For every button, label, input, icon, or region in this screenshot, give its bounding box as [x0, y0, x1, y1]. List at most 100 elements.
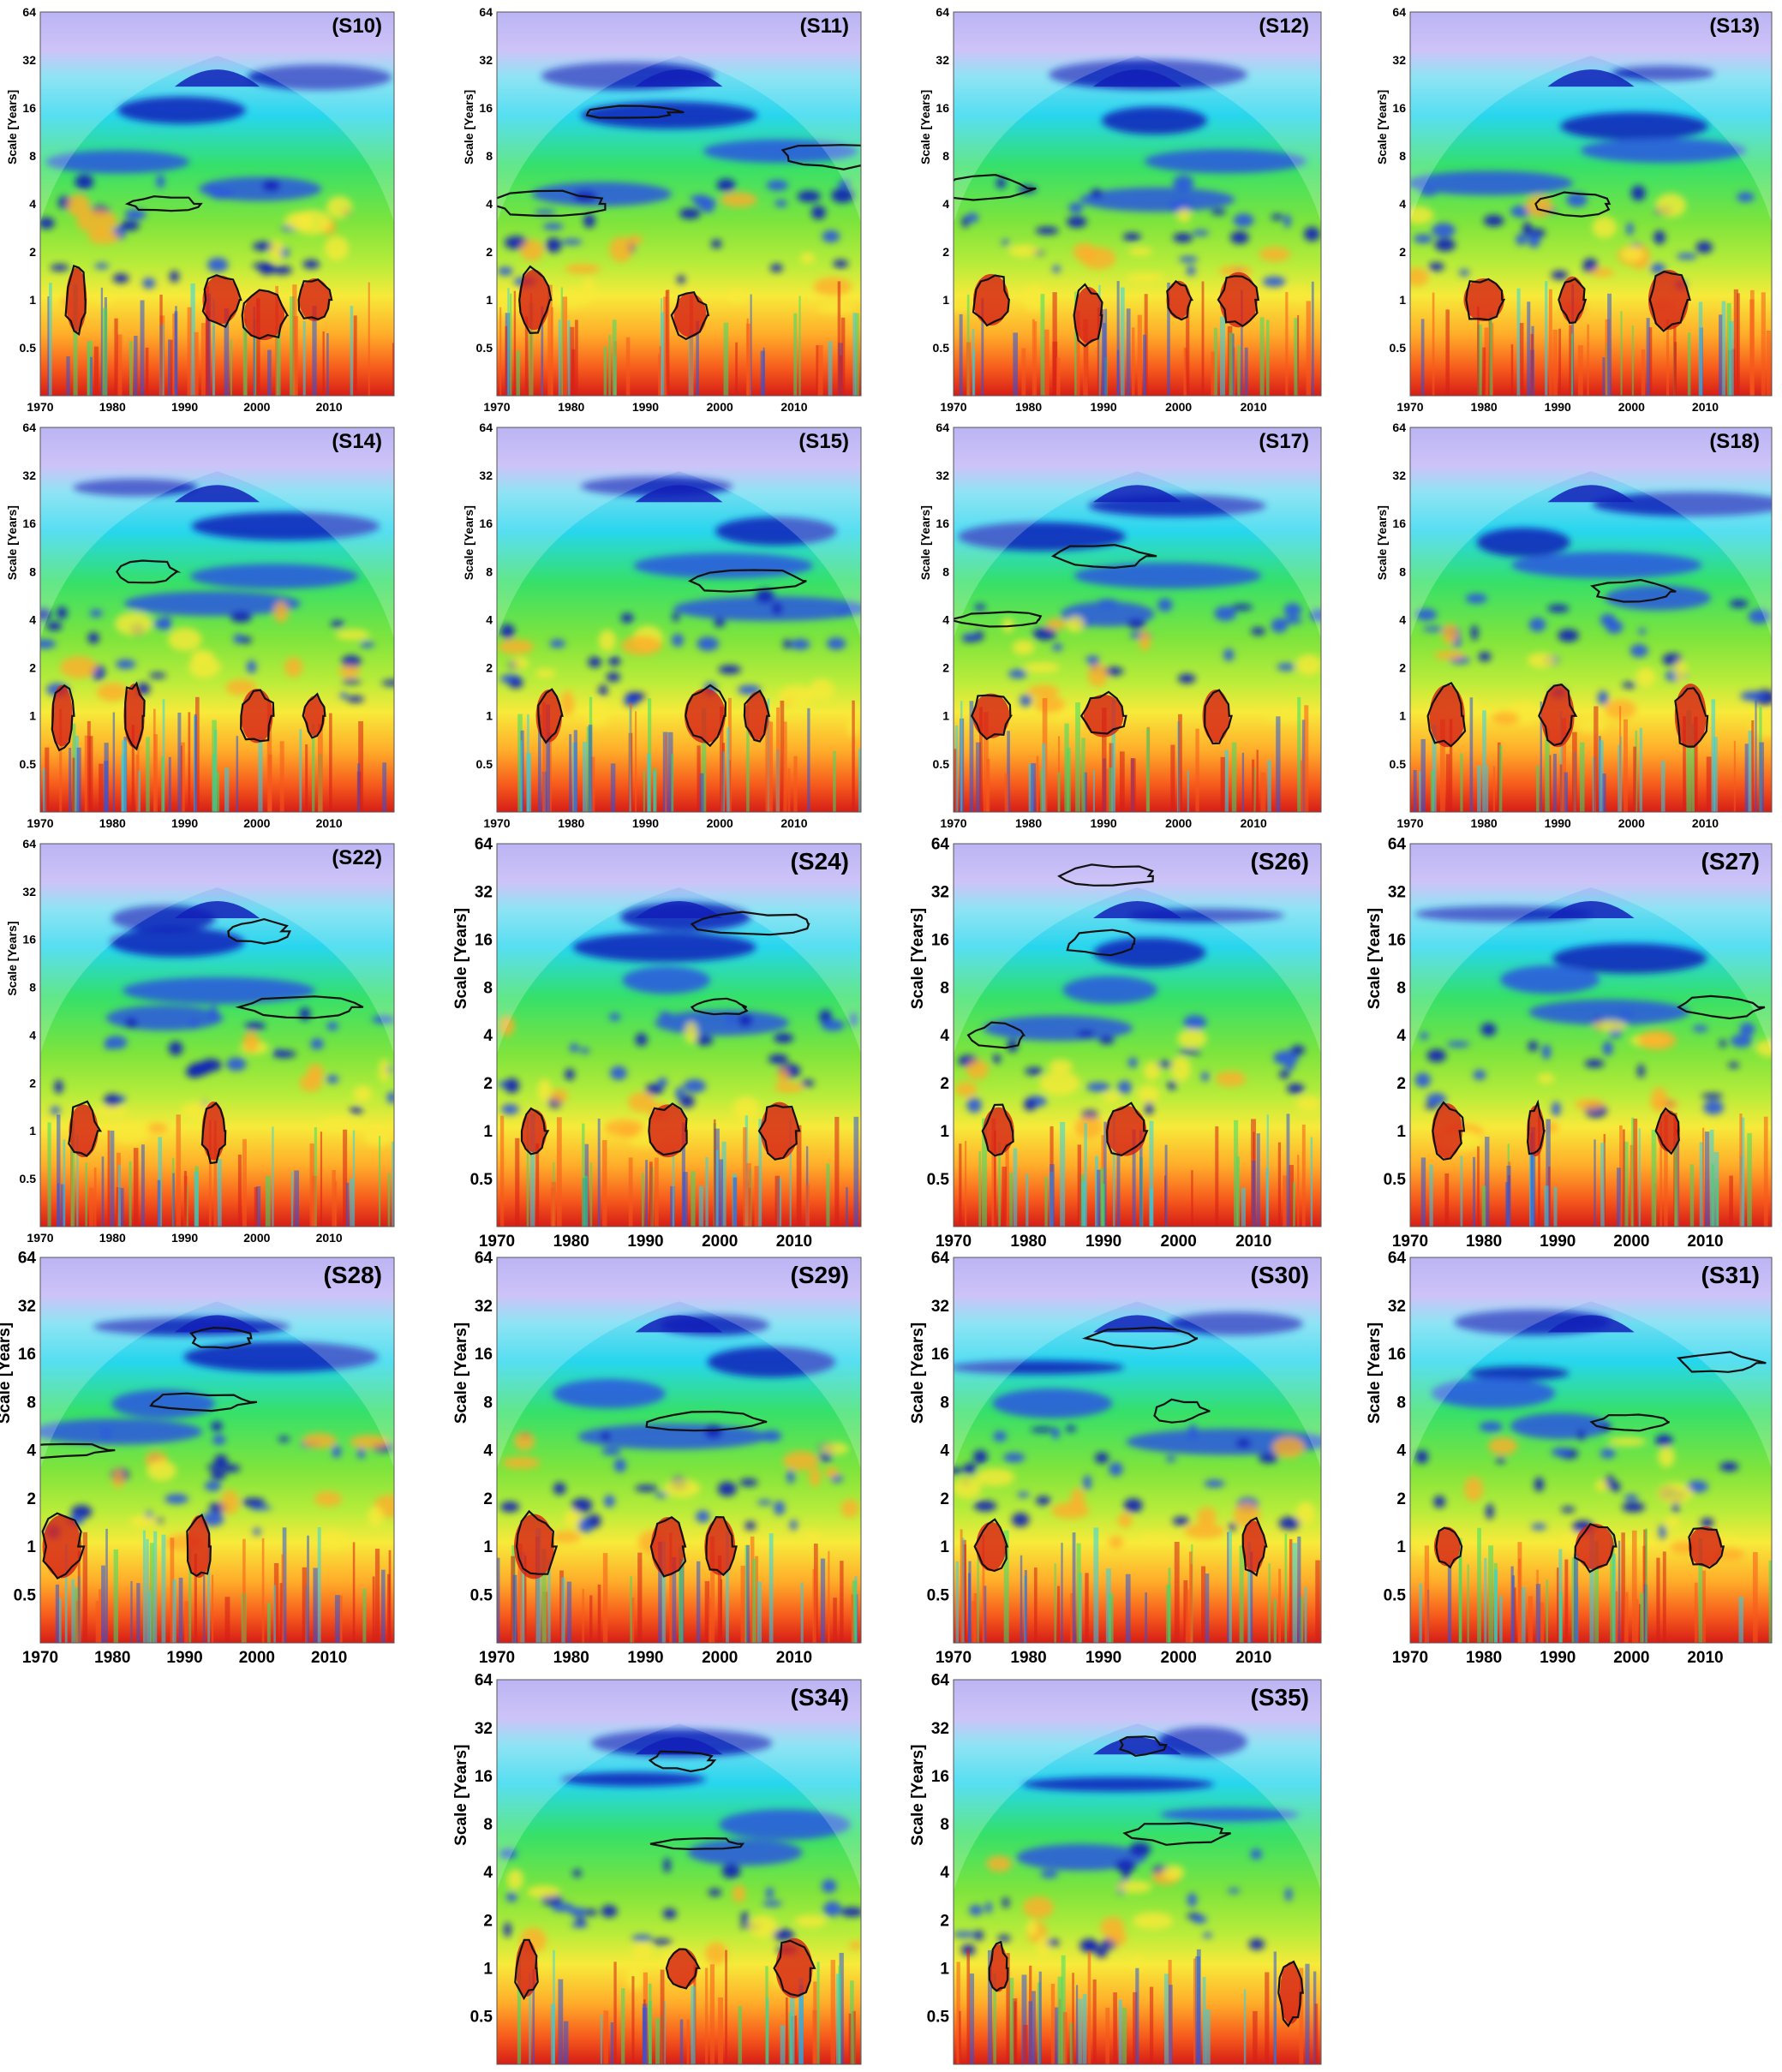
low-power-dot [1173, 232, 1193, 243]
significant-region-fill [1656, 1110, 1680, 1152]
low-power-dot [259, 262, 275, 276]
high-frequency-streak [1528, 1596, 1534, 1643]
low-power-dot [657, 1078, 668, 1088]
high-frequency-streak [602, 1553, 608, 1643]
high-frequency-streak [798, 296, 801, 396]
high-frequency-streak [1142, 334, 1146, 396]
x-tick-label: 2010 [780, 400, 807, 414]
high-frequency-streak [1686, 710, 1692, 812]
x-tick-label: 1990 [1091, 400, 1117, 414]
significance-contour [1106, 1102, 1149, 1156]
high-frequency-streak [527, 714, 529, 812]
high-frequency-streak [1618, 1540, 1621, 1643]
significant-region-fill [972, 693, 1010, 738]
high-frequency-streak [1234, 1120, 1239, 1227]
low-power-dot [613, 1458, 627, 1472]
x-tick-label: 2010 [776, 1649, 812, 1667]
significant-region-fill [1559, 276, 1585, 324]
panel-frame [496, 427, 862, 813]
low-power-dot [1186, 266, 1196, 276]
high-frequency-streak [146, 737, 150, 812]
high-frequency-streak [168, 756, 171, 812]
high-frequency-streak [1535, 1584, 1541, 1643]
low-power-dot [603, 1495, 615, 1508]
y-tick-label: 4 [29, 197, 36, 211]
y-tick-label: 0.5 [470, 1171, 493, 1189]
coi-apex-blob [174, 1315, 260, 1333]
panel-frame [496, 843, 862, 1227]
low-power-dot [762, 1900, 782, 1907]
low-power-blob [1093, 937, 1206, 968]
high-frequency-streak [1617, 1167, 1621, 1227]
high-frequency-streak [133, 1148, 139, 1227]
high-frequency-streak [1691, 723, 1695, 812]
high-frequency-streak [345, 1182, 350, 1227]
high-frequency-streak [1666, 319, 1670, 396]
high-frequency-streak [631, 1976, 635, 2064]
high-frequency-streak [170, 339, 173, 396]
high-frequency-streak [696, 320, 699, 396]
y-tick-label: 64 [18, 1250, 37, 1268]
mid-power-blob [1002, 618, 1014, 633]
high-frequency-streak [254, 1186, 258, 1227]
mid-power-blob [1621, 246, 1644, 262]
y-tick-label: 2 [29, 245, 36, 259]
high-frequency-streak [1285, 291, 1289, 396]
high-frequency-streak [1116, 281, 1120, 396]
high-frequency-streak [1049, 1164, 1055, 1227]
low-power-blob [707, 1347, 836, 1377]
high-frequency-streak [1315, 1560, 1320, 1643]
x-tick-label: 1970 [479, 1649, 515, 1667]
y-tick-label: 2 [1396, 1490, 1406, 1508]
high-frequency-streak [272, 1126, 274, 1227]
y-tick-label: 16 [931, 931, 949, 949]
high-frequency-streak [848, 2013, 852, 2064]
high-frequency-streak [1256, 1133, 1260, 1227]
high-frequency-streak [1273, 1598, 1277, 1643]
high-frequency-streak [161, 756, 164, 812]
high-frequency-streak [1043, 329, 1049, 396]
low-power-dot [973, 1930, 984, 1941]
low-power-dot [1203, 1932, 1212, 1938]
high-frequency-streak [648, 2001, 652, 2064]
x-tick-label: 1980 [553, 2070, 589, 2072]
high-frequency-streak [1477, 1527, 1481, 1643]
high-frequency-streak [242, 1138, 247, 1227]
panel-frame [1409, 427, 1773, 813]
low-power-dot [1637, 1064, 1645, 1078]
low-power-dot [850, 1012, 858, 1027]
y-tick-label: 2 [940, 1075, 949, 1093]
low-power-dot [503, 1922, 511, 1938]
high-frequency-streak [798, 1978, 804, 2064]
low-power-dot [1183, 1015, 1207, 1030]
low-power-dot [580, 1048, 590, 1054]
high-frequency-streak [129, 1161, 132, 1227]
high-frequency-streak [1420, 1157, 1426, 1227]
high-frequency-streak [1076, 1543, 1081, 1643]
high-frequency-streak [959, 1143, 962, 1227]
high-frequency-streak [855, 313, 859, 396]
low-power-dot [230, 611, 252, 623]
high-frequency-streak [959, 2010, 961, 2064]
high-frequency-streak [1131, 327, 1135, 396]
low-power-dot [1008, 669, 1027, 679]
low-power-dot [534, 209, 557, 215]
low-power-dot [1178, 1048, 1202, 1055]
y-tick-label: 1 [486, 293, 493, 307]
high-frequency-streak [230, 338, 232, 396]
low-power-dot [766, 180, 789, 191]
high-frequency-streak [1301, 1124, 1306, 1227]
high-frequency-streak [1748, 730, 1753, 812]
low-power-dot [584, 1908, 598, 1916]
high-frequency-streak [1034, 321, 1038, 396]
mid-power-blob [1492, 712, 1520, 725]
high-frequency-streak [569, 734, 572, 812]
high-frequency-streak [1044, 1176, 1048, 1227]
low-power-dot [774, 200, 787, 207]
high-frequency-streak [1460, 753, 1463, 812]
significance-contour [1654, 1107, 1680, 1155]
low-power-dot [1002, 239, 1009, 246]
high-frequency-streak [721, 1141, 727, 1227]
mid-power-blob [1635, 666, 1656, 688]
